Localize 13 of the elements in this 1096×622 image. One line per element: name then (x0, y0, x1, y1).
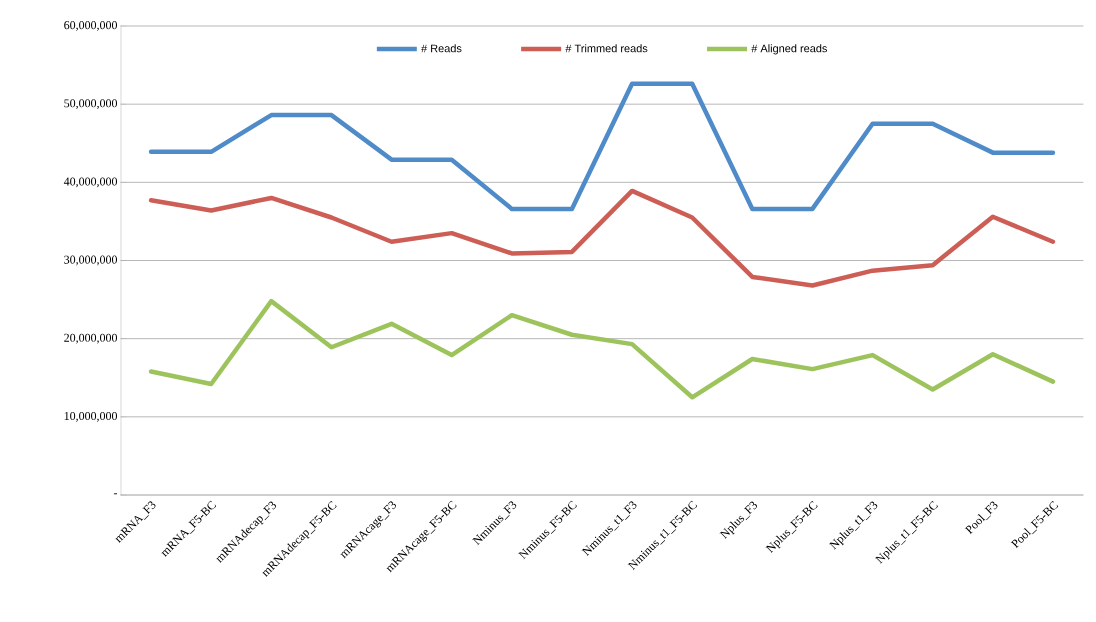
legend-label: # Reads (421, 44, 462, 53)
line-series (148, 81, 1056, 212)
line-series (148, 298, 1056, 400)
legend-label: # Aligned reads (751, 44, 828, 55)
y-tick-label: 40,000,000 (63, 177, 118, 188)
y-tick-label: 30,000,000 (64, 255, 118, 266)
y-tick-label: 60,000,000 (64, 21, 118, 31)
y-tick-label: - (113, 493, 118, 495)
y-tick-label: 50,000,000 (64, 99, 118, 110)
y-tick-label: 20,000,000 (64, 333, 118, 344)
line-series (148, 188, 1056, 288)
legend-label: # Trimmed reads (565, 44, 648, 53)
y-tick-label: 10,000,000 (64, 411, 118, 422)
